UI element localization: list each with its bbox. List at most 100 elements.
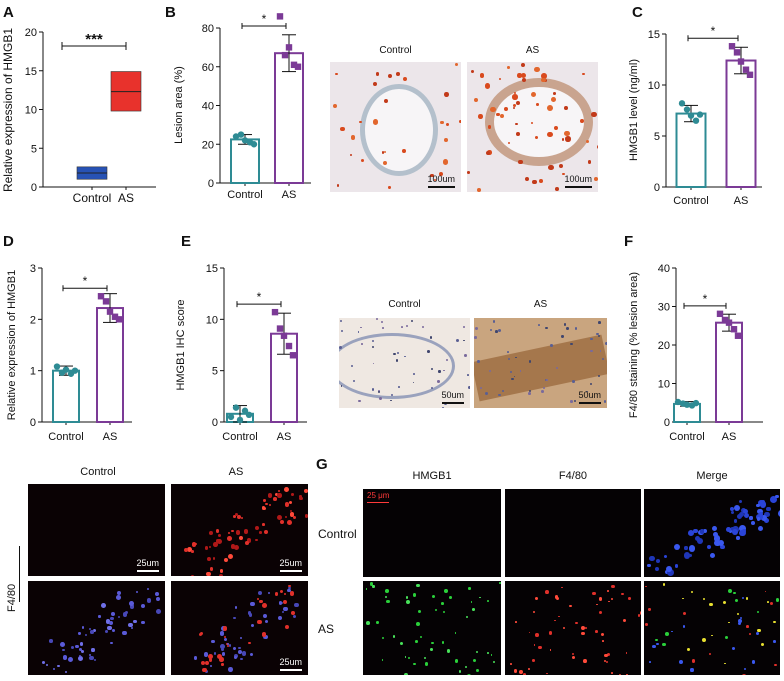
cell-dot xyxy=(479,596,482,599)
cell-dot xyxy=(360,326,362,329)
cell-dot xyxy=(539,179,544,183)
cell-dot xyxy=(235,513,238,517)
cell-dot xyxy=(743,668,746,671)
cell-dot xyxy=(288,586,291,590)
cell-dot xyxy=(429,336,433,339)
cell-dot xyxy=(538,645,543,650)
cell-dot xyxy=(371,346,374,349)
cell-dot xyxy=(547,132,553,138)
y-axis-label: HMGB1 IHC score xyxy=(175,299,187,390)
cell-dot xyxy=(287,584,291,588)
cell-dot xyxy=(274,493,278,497)
cell-dot xyxy=(570,400,573,403)
cell-dot xyxy=(430,173,434,177)
cell-dot xyxy=(254,526,259,531)
cell-dot xyxy=(546,378,549,381)
cell-dot xyxy=(75,644,79,649)
cell-dot xyxy=(78,632,81,635)
cell-dot xyxy=(444,138,449,143)
y-axis-label: Relative expression of HMGB1 xyxy=(6,270,18,420)
cell-dot xyxy=(531,91,537,97)
cell-dot xyxy=(223,557,229,563)
cell-dot xyxy=(384,150,387,153)
cell-dot xyxy=(503,106,508,111)
cell-dot xyxy=(662,582,666,586)
cell-dot xyxy=(206,572,211,576)
cell-dot xyxy=(498,393,501,396)
bar-control xyxy=(52,369,80,423)
cell-dot xyxy=(492,661,495,664)
y-tick-label: 2 xyxy=(30,314,36,326)
cell-dot xyxy=(219,631,225,636)
panel-letter-e: E xyxy=(181,233,191,250)
cell-dot xyxy=(415,640,419,644)
cell-dot xyxy=(215,529,220,533)
cell-dot xyxy=(383,98,389,104)
cell-dot xyxy=(597,334,601,338)
y-tick-label: 5 xyxy=(31,143,37,155)
cell-dot xyxy=(372,362,375,365)
cell-dot xyxy=(424,662,429,667)
scale-bar-label: 25um xyxy=(136,558,159,568)
cell-dot xyxy=(404,656,407,659)
cell-dot xyxy=(205,661,210,666)
cell-dot xyxy=(443,91,449,97)
cell-dot xyxy=(472,659,476,663)
image-header-e-as: AS xyxy=(533,299,548,310)
cell-dot xyxy=(474,336,477,339)
cell-dot xyxy=(232,646,236,650)
cell-dot xyxy=(534,66,541,73)
scale-bar xyxy=(280,570,302,572)
y-axis-label: HMGB1 level (ng/ml) xyxy=(628,59,640,161)
cell-dot xyxy=(723,600,727,604)
cell-dot xyxy=(496,112,500,117)
cell-dot xyxy=(531,659,535,663)
cell-dot xyxy=(289,510,292,513)
cell-dot xyxy=(757,526,763,532)
cell-dot xyxy=(248,642,251,645)
data-point xyxy=(737,58,745,65)
cell-dot xyxy=(458,670,462,674)
data-point xyxy=(241,407,249,414)
cell-dot xyxy=(713,539,721,547)
cell-dot xyxy=(334,72,338,76)
cell-dot xyxy=(211,639,215,644)
cell-dot xyxy=(78,654,81,657)
cell-dot xyxy=(431,641,434,645)
cell-dot xyxy=(732,525,739,533)
cell-dot xyxy=(222,626,228,631)
data-point xyxy=(245,411,253,419)
micrograph-f4-as-bottom: 25um xyxy=(171,581,308,675)
cell-dot xyxy=(728,589,733,594)
data-point xyxy=(734,332,742,339)
cell-dot xyxy=(299,496,303,501)
significance-marker: * xyxy=(257,290,262,304)
data-point xyxy=(721,316,729,324)
cell-dot xyxy=(410,319,414,322)
cell-dot xyxy=(402,149,406,153)
panel-letter-b: B xyxy=(165,4,176,21)
x-category-label: AS xyxy=(734,195,749,207)
y-tick-label: 5 xyxy=(212,366,218,378)
vessel-wall xyxy=(339,333,455,399)
cell-dot xyxy=(223,636,226,639)
cell-dot xyxy=(604,400,607,403)
cell-dot xyxy=(511,377,514,381)
cell-dot xyxy=(249,601,255,607)
cell-dot xyxy=(49,639,53,643)
cell-dot xyxy=(679,660,684,664)
cell-dot xyxy=(385,599,390,604)
x-category-label: Control xyxy=(222,431,257,443)
cell-dot xyxy=(259,531,262,534)
scale-bar xyxy=(137,570,159,572)
cell-dot xyxy=(554,594,559,599)
cell-dot xyxy=(556,367,559,369)
cell-dot xyxy=(288,500,293,505)
cell-dot xyxy=(380,320,384,324)
cell-dot xyxy=(431,368,434,371)
cell-dot xyxy=(580,119,584,124)
cell-dot xyxy=(581,625,586,630)
cell-dot xyxy=(112,628,116,632)
cell-dot xyxy=(542,386,545,390)
cell-dot xyxy=(478,114,483,119)
